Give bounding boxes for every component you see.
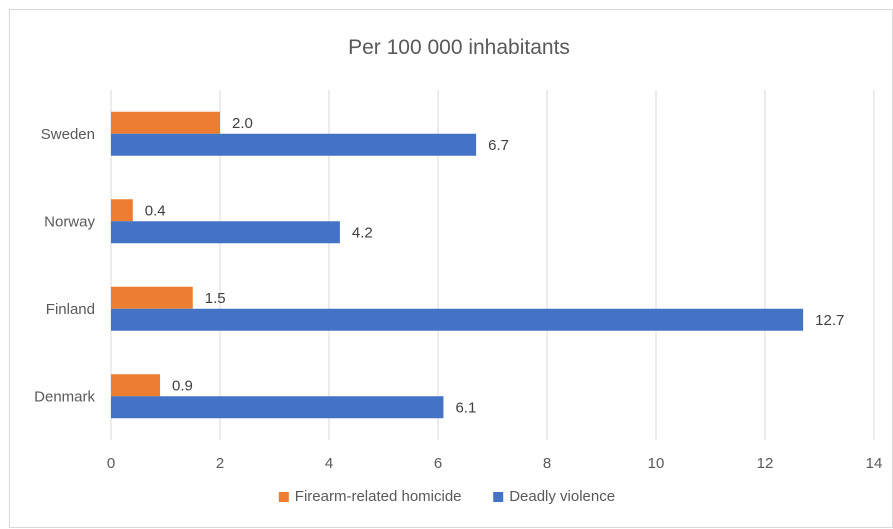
category-label: Denmark: [34, 388, 95, 405]
x-tick-label: 2: [216, 455, 224, 472]
x-tick-label: 14: [866, 455, 883, 472]
legend-swatch: [278, 492, 289, 502]
data-labels: 2.0 6.7 0.4 4.2 1.5 12.7 0.9 6.1: [145, 115, 845, 417]
bar-firearm-related-homicide: [111, 111, 220, 134]
bar-deadly-violence: [111, 308, 804, 331]
category-label: Sweden: [41, 126, 95, 143]
bar-firearm-related-homicide: [111, 286, 193, 309]
bar-firearm-related-homicide: [111, 374, 161, 397]
value-axis: 0 2 4 6 8 10 12 14: [107, 455, 883, 472]
x-tick-label: 6: [434, 455, 442, 472]
data-label: 1.5: [205, 290, 226, 307]
chart-title: Per 100 000 inhabitants: [348, 36, 570, 59]
category-label: Norway: [44, 213, 95, 230]
bar-firearm-related-homicide: [111, 199, 133, 222]
legend-label: Deadly violence: [509, 488, 615, 505]
data-label: 12.7: [815, 312, 844, 329]
x-tick-label: 12: [757, 455, 774, 472]
data-label: 0.9: [172, 377, 193, 394]
category-label: Finland: [46, 301, 95, 318]
data-label: 6.1: [455, 399, 476, 416]
chart-container: Per 100 000 inhabitants 2.0 6.7 0.4 4.2 1.5 1…: [9, 9, 893, 528]
bar-deadly-violence: [111, 133, 477, 156]
data-label: 4.2: [352, 224, 373, 241]
x-tick-label: 4: [325, 455, 333, 472]
x-tick-label: 10: [648, 455, 665, 472]
x-tick-label: 8: [543, 455, 551, 472]
legend: Firearm-related homicide Deadly violence: [278, 488, 615, 505]
bar-chart: Per 100 000 inhabitants 2.0 6.7 0.4 4.2 1.5 1…: [34, 36, 883, 505]
data-label: 2.0: [232, 115, 253, 132]
data-label: 0.4: [145, 202, 166, 219]
bars: [111, 111, 804, 419]
legend-swatch: [493, 492, 504, 502]
bar-deadly-violence: [111, 221, 340, 244]
x-tick-label: 0: [107, 455, 115, 472]
category-axis: Sweden Norway Finland Denmark: [34, 126, 95, 406]
data-label: 6.7: [488, 137, 509, 154]
bar-deadly-violence: [111, 396, 444, 419]
legend-label: Firearm-related homicide: [295, 488, 462, 505]
